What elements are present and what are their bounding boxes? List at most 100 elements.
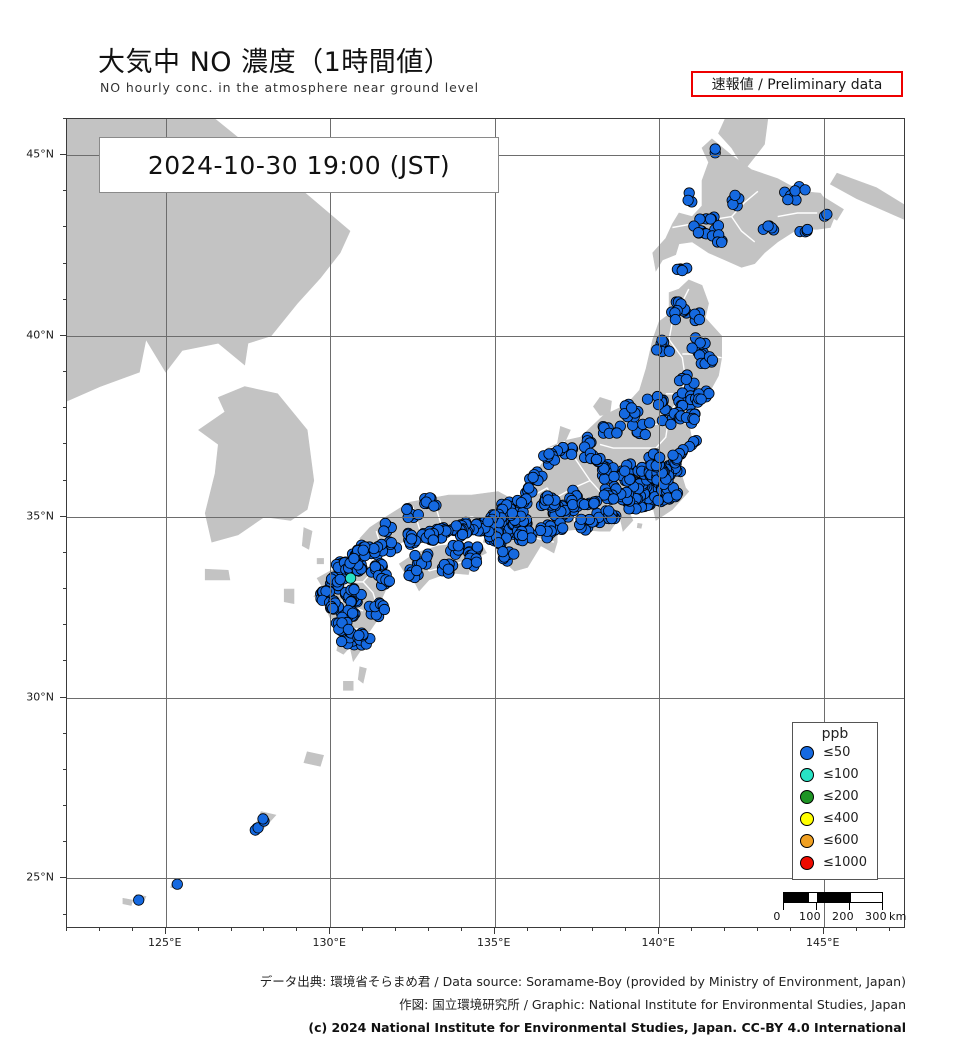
station-marker[interactable] bbox=[680, 373, 692, 385]
station-marker[interactable] bbox=[342, 623, 354, 635]
station-marker[interactable] bbox=[409, 549, 421, 562]
station-marker[interactable] bbox=[516, 529, 529, 542]
station-marker[interactable] bbox=[639, 428, 651, 441]
station-marker[interactable] bbox=[695, 393, 707, 405]
station-marker[interactable] bbox=[368, 542, 380, 555]
station-marker[interactable] bbox=[782, 194, 794, 206]
station-marker[interactable] bbox=[799, 184, 811, 196]
gridline-longitude bbox=[659, 119, 661, 927]
legend-row[interactable]: ≤400 bbox=[793, 808, 877, 830]
map-plot-area[interactable] bbox=[66, 118, 905, 928]
station-marker[interactable] bbox=[482, 515, 494, 528]
station-marker[interactable] bbox=[588, 497, 600, 509]
station-marker[interactable] bbox=[412, 509, 424, 521]
station-marker[interactable] bbox=[452, 540, 464, 552]
station-marker[interactable] bbox=[801, 223, 814, 236]
station-marker[interactable] bbox=[694, 337, 706, 349]
legend-row[interactable]: ≤600 bbox=[793, 830, 877, 852]
station-marker[interactable] bbox=[527, 471, 539, 483]
station-marker[interactable] bbox=[401, 503, 413, 515]
station-marker[interactable] bbox=[171, 878, 183, 890]
station-marker[interactable] bbox=[624, 473, 636, 485]
station-marker[interactable] bbox=[450, 520, 462, 532]
legend-row[interactable]: ≤200 bbox=[793, 786, 877, 808]
station-marker[interactable] bbox=[643, 417, 656, 429]
station-marker[interactable] bbox=[682, 194, 694, 206]
station-marker[interactable] bbox=[598, 473, 611, 485]
station-marker[interactable] bbox=[652, 494, 664, 507]
station-marker[interactable] bbox=[492, 537, 505, 549]
station-marker[interactable] bbox=[669, 314, 682, 326]
station-marker[interactable] bbox=[557, 522, 569, 534]
station-marker[interactable] bbox=[542, 494, 554, 506]
station-marker[interactable] bbox=[651, 344, 663, 356]
station-marker[interactable] bbox=[693, 314, 706, 326]
station-marker[interactable] bbox=[348, 552, 360, 565]
station-marker[interactable] bbox=[428, 500, 440, 512]
station-marker[interactable] bbox=[383, 575, 395, 587]
station-marker[interactable] bbox=[729, 189, 741, 201]
station-marker[interactable] bbox=[667, 449, 679, 461]
station-marker[interactable] bbox=[410, 564, 423, 577]
station-marker[interactable] bbox=[385, 537, 397, 549]
station-marker[interactable] bbox=[543, 448, 555, 460]
station-marker[interactable] bbox=[789, 185, 801, 197]
footer-data-source: データ出典: 環境省そらまめ君 / Data source: Soramame-… bbox=[259, 974, 906, 989]
station-marker[interactable] bbox=[515, 496, 527, 509]
station-marker[interactable] bbox=[762, 220, 774, 232]
station-marker[interactable] bbox=[671, 489, 683, 501]
station-marker[interactable] bbox=[378, 525, 390, 537]
station-marker[interactable] bbox=[442, 563, 454, 575]
station-marker[interactable] bbox=[257, 813, 269, 825]
y-tick-minor bbox=[63, 732, 66, 734]
station-marker[interactable] bbox=[508, 548, 520, 560]
station-marker[interactable] bbox=[704, 213, 717, 225]
station-marker[interactable] bbox=[692, 227, 705, 239]
station-marker[interactable] bbox=[611, 427, 623, 439]
station-marker[interactable] bbox=[353, 629, 365, 642]
station-marker[interactable] bbox=[590, 453, 603, 466]
station-marker[interactable] bbox=[567, 498, 579, 511]
station-marker[interactable] bbox=[641, 393, 654, 405]
station-marker[interactable] bbox=[470, 556, 483, 568]
station-marker[interactable] bbox=[652, 399, 665, 411]
legend-row[interactable]: ≤50 bbox=[793, 742, 877, 764]
station-marker[interactable] bbox=[346, 607, 359, 619]
station-marker[interactable] bbox=[334, 573, 346, 585]
station-marker[interactable] bbox=[625, 402, 638, 414]
x-tick-minor bbox=[625, 928, 627, 931]
legend-row[interactable]: ≤1000 bbox=[793, 852, 877, 874]
station-marker[interactable] bbox=[709, 143, 721, 155]
station-marker[interactable] bbox=[663, 345, 675, 357]
station-marker[interactable] bbox=[603, 505, 615, 517]
station-marker[interactable] bbox=[715, 236, 728, 248]
y-tick-minor bbox=[63, 624, 66, 626]
station-marker[interactable] bbox=[471, 541, 483, 553]
station-marker[interactable] bbox=[427, 534, 439, 546]
station-marker[interactable] bbox=[565, 448, 578, 460]
station-marker[interactable] bbox=[688, 413, 700, 425]
station-marker[interactable] bbox=[497, 546, 509, 558]
station-marker[interactable] bbox=[607, 493, 620, 505]
legend-row[interactable]: ≤100 bbox=[793, 764, 877, 786]
station-marker[interactable] bbox=[506, 507, 518, 519]
station-marker[interactable] bbox=[378, 603, 390, 616]
station-marker[interactable] bbox=[327, 602, 339, 614]
station-marker[interactable] bbox=[357, 544, 369, 556]
station-marker[interactable] bbox=[686, 342, 698, 354]
station-marker[interactable] bbox=[421, 551, 433, 563]
station-marker[interactable] bbox=[133, 894, 145, 906]
station-marker[interactable] bbox=[608, 470, 620, 483]
station-marker[interactable] bbox=[456, 528, 469, 541]
station-marker[interactable] bbox=[619, 465, 631, 477]
station-marker[interactable] bbox=[461, 557, 473, 570]
station-marker[interactable] bbox=[523, 482, 535, 494]
station-marker[interactable] bbox=[348, 583, 360, 596]
station-marker[interactable] bbox=[335, 635, 348, 648]
station-marker[interactable] bbox=[706, 354, 719, 366]
station-marker[interactable] bbox=[665, 418, 677, 430]
station-marker[interactable] bbox=[405, 533, 418, 545]
station-marker[interactable] bbox=[676, 265, 688, 277]
station-marker[interactable] bbox=[575, 513, 587, 525]
station-marker-elevated[interactable] bbox=[344, 572, 357, 584]
